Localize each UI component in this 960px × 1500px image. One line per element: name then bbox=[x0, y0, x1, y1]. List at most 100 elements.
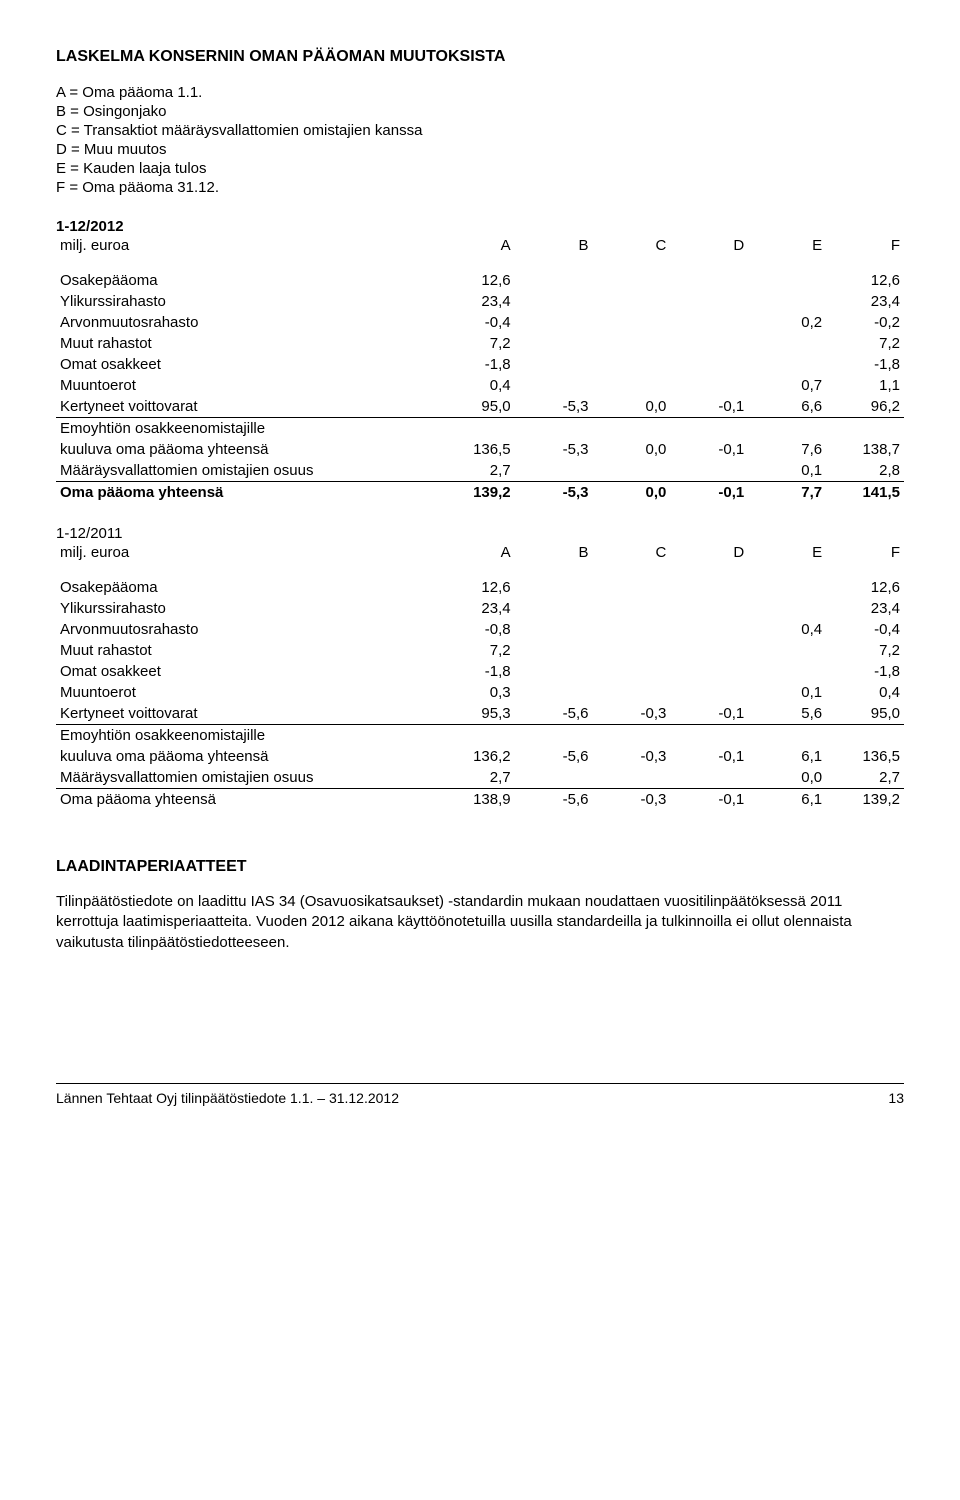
table-row: Ylikurssirahasto23,423,4 bbox=[56, 598, 904, 619]
cell-value bbox=[515, 354, 593, 375]
cell-value: 12,6 bbox=[437, 577, 515, 598]
cell-value: 23,4 bbox=[437, 291, 515, 312]
cell-value bbox=[748, 640, 826, 661]
column-header: C bbox=[592, 542, 670, 577]
table-row: kuuluva oma pääoma yhteensä136,5-5,30,0-… bbox=[56, 439, 904, 460]
cell-value bbox=[515, 312, 593, 333]
cell-value bbox=[670, 577, 748, 598]
cell-value: -1,8 bbox=[437, 661, 515, 682]
cell-value: 2,7 bbox=[826, 767, 904, 789]
column-header: C bbox=[592, 235, 670, 270]
table-row: Osakepääoma12,612,6 bbox=[56, 270, 904, 291]
cell-value: -0,8 bbox=[437, 619, 515, 640]
cell-value: 95,0 bbox=[826, 703, 904, 725]
cell-value bbox=[670, 291, 748, 312]
cell-value bbox=[670, 619, 748, 640]
cell-value bbox=[515, 682, 593, 703]
row-label: Muut rahastot bbox=[56, 640, 437, 661]
cell-value bbox=[670, 418, 748, 440]
row-label: kuuluva oma pääoma yhteensä bbox=[56, 439, 437, 460]
legend-item: D = Muu muutos bbox=[56, 141, 904, 158]
cell-value: 0,1 bbox=[748, 460, 826, 482]
cell-value bbox=[592, 270, 670, 291]
cell-value: 7,6 bbox=[748, 439, 826, 460]
cell-value bbox=[515, 270, 593, 291]
cell-value bbox=[670, 767, 748, 789]
cell-value: 139,2 bbox=[437, 482, 515, 504]
cell-value: -0,1 bbox=[670, 439, 748, 460]
cell-value: 12,6 bbox=[437, 270, 515, 291]
cell-value: 6,6 bbox=[748, 396, 826, 418]
cell-value bbox=[515, 640, 593, 661]
cell-value: 0,2 bbox=[748, 312, 826, 333]
cell-value bbox=[592, 460, 670, 482]
cell-value: 5,6 bbox=[748, 703, 826, 725]
table-row: Määräysvallattomien omistajien osuus2,70… bbox=[56, 460, 904, 482]
cell-value: 7,7 bbox=[748, 482, 826, 504]
cell-value bbox=[826, 725, 904, 747]
cell-value: -0,1 bbox=[670, 703, 748, 725]
table-row: Arvonmuutosrahasto-0,80,4-0,4 bbox=[56, 619, 904, 640]
cell-value: 136,2 bbox=[437, 746, 515, 767]
cell-value bbox=[748, 725, 826, 747]
cell-value bbox=[592, 598, 670, 619]
cell-value bbox=[670, 354, 748, 375]
cell-value bbox=[748, 598, 826, 619]
cell-value: -1,8 bbox=[826, 661, 904, 682]
cell-value: 139,2 bbox=[826, 789, 904, 811]
cell-value: 12,6 bbox=[826, 577, 904, 598]
table-row: kuuluva oma pääoma yhteensä136,2-5,6-0,3… bbox=[56, 746, 904, 767]
row-label: Arvonmuutosrahasto bbox=[56, 619, 437, 640]
row-label: Emoyhtiön osakkeenomistajille bbox=[56, 418, 437, 440]
row-label: Määräysvallattomien omistajien osuus bbox=[56, 767, 437, 789]
cell-value: 0,0 bbox=[748, 767, 826, 789]
cell-value bbox=[592, 354, 670, 375]
row-label: Muut rahastot bbox=[56, 333, 437, 354]
column-header: F bbox=[826, 235, 904, 270]
table-row: Arvonmuutosrahasto-0,40,2-0,2 bbox=[56, 312, 904, 333]
row-label: Osakepääoma bbox=[56, 270, 437, 291]
cell-value bbox=[515, 460, 593, 482]
cell-value: 136,5 bbox=[826, 746, 904, 767]
table-row: Muut rahastot7,27,2 bbox=[56, 640, 904, 661]
table-row: Ylikurssirahasto23,423,4 bbox=[56, 291, 904, 312]
cell-value bbox=[515, 418, 593, 440]
cell-value bbox=[515, 598, 593, 619]
column-header: D bbox=[670, 235, 748, 270]
column-header: A bbox=[437, 235, 515, 270]
cell-value bbox=[515, 333, 593, 354]
cell-value bbox=[748, 577, 826, 598]
cell-value: 0,0 bbox=[592, 396, 670, 418]
column-header: B bbox=[515, 542, 593, 577]
cell-value bbox=[592, 725, 670, 747]
row-label: Osakepääoma bbox=[56, 577, 437, 598]
cell-value bbox=[515, 661, 593, 682]
table-row: Oma pääoma yhteensä138,9-5,6-0,3-0,16,11… bbox=[56, 789, 904, 811]
cell-value: 12,6 bbox=[826, 270, 904, 291]
cell-value: -1,8 bbox=[437, 354, 515, 375]
cell-value: 6,1 bbox=[748, 789, 826, 811]
column-header: B bbox=[515, 235, 593, 270]
unit-label: milj. euroa bbox=[56, 542, 437, 577]
cell-value bbox=[592, 333, 670, 354]
column-header: E bbox=[748, 542, 826, 577]
cell-value bbox=[670, 333, 748, 354]
cell-value bbox=[670, 375, 748, 396]
equity-table: milj. euroaABCDEFOsakepääoma12,612,6Ylik… bbox=[56, 235, 904, 503]
table-row: Oma pääoma yhteensä139,2-5,30,0-0,17,714… bbox=[56, 482, 904, 504]
cell-value: -0,3 bbox=[592, 789, 670, 811]
table-row: Määräysvallattomien omistajien osuus2,70… bbox=[56, 767, 904, 789]
cell-value: -5,6 bbox=[515, 703, 593, 725]
page-footer: Lännen Tehtaat Oyj tilinpäätöstiedote 1.… bbox=[56, 1083, 904, 1106]
cell-value: 138,7 bbox=[826, 439, 904, 460]
cell-value bbox=[437, 418, 515, 440]
cell-value bbox=[592, 375, 670, 396]
period-label: 1-12/2012 bbox=[56, 218, 904, 235]
cell-value: 23,4 bbox=[826, 291, 904, 312]
cell-value bbox=[592, 577, 670, 598]
cell-value: 2,7 bbox=[437, 767, 515, 789]
cell-value bbox=[515, 375, 593, 396]
equity-table: milj. euroaABCDEFOsakepääoma12,612,6Ylik… bbox=[56, 542, 904, 810]
legend-item: E = Kauden laaja tulos bbox=[56, 160, 904, 177]
cell-value: 136,5 bbox=[437, 439, 515, 460]
